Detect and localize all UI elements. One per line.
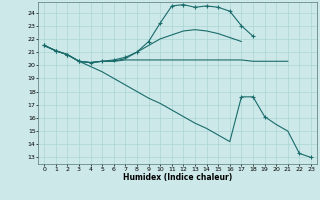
- X-axis label: Humidex (Indice chaleur): Humidex (Indice chaleur): [123, 173, 232, 182]
